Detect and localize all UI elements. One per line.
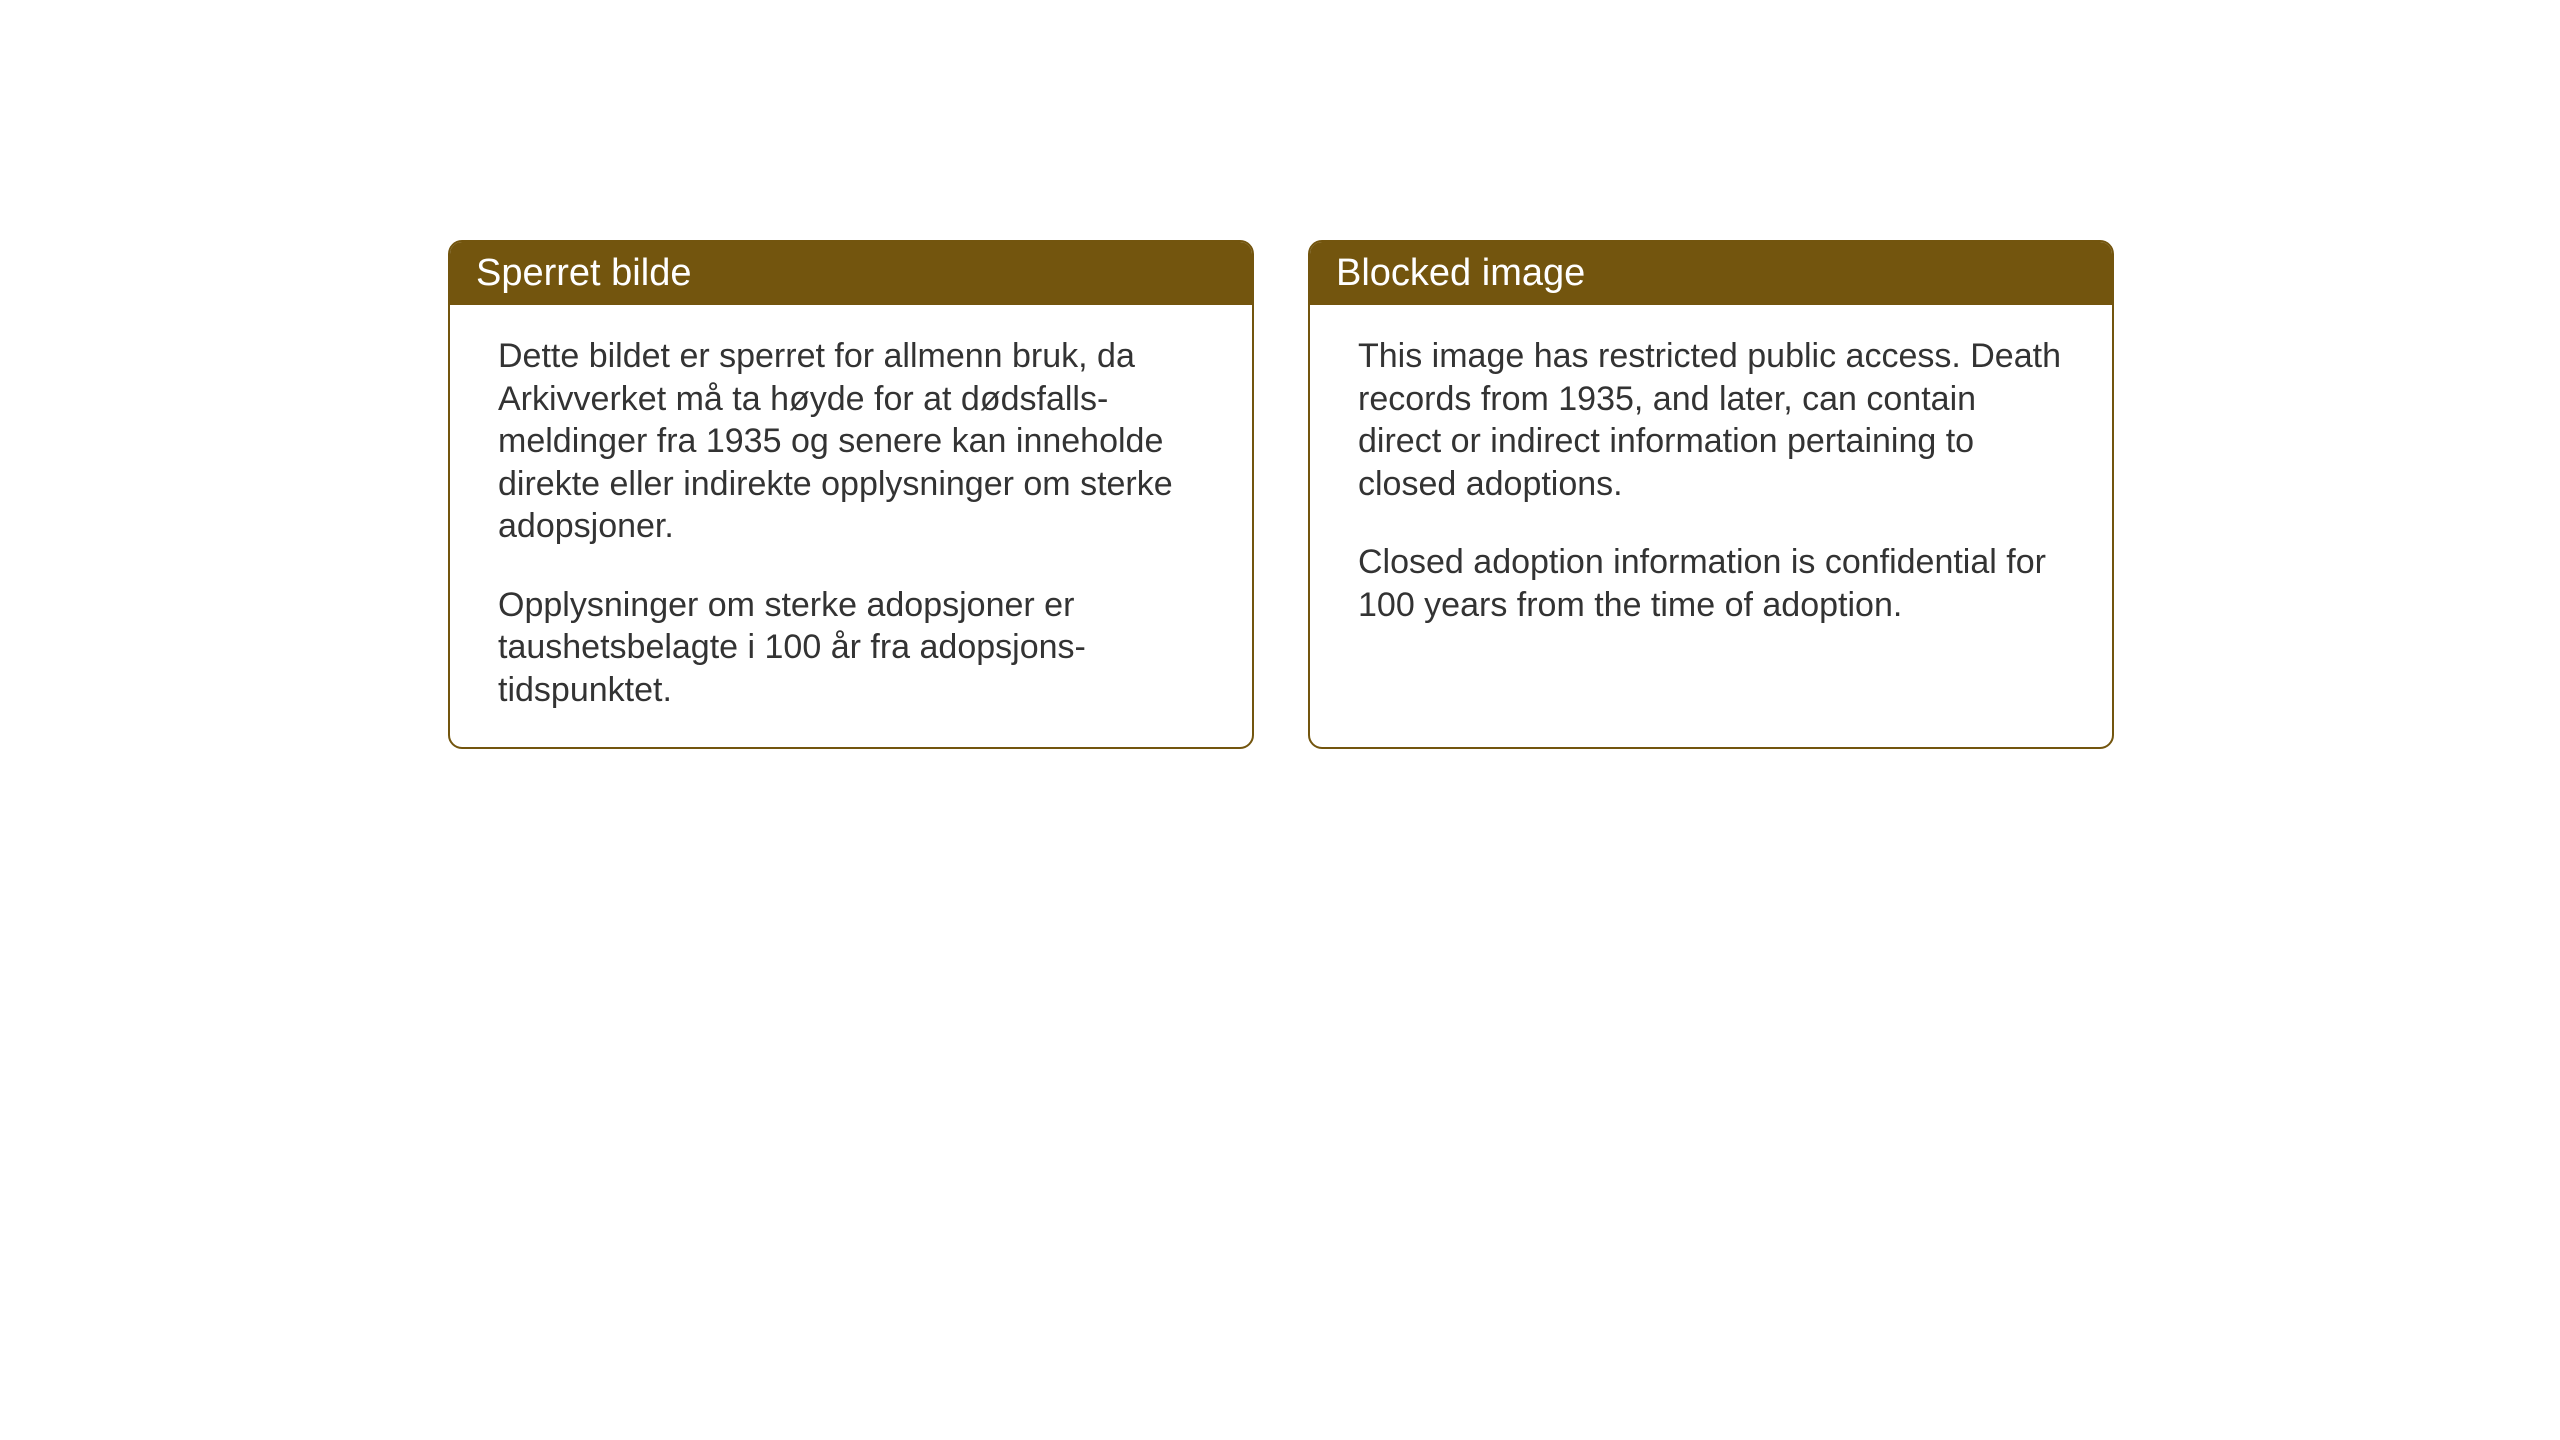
card-paragraph1-english: This image has restricted public access.… (1358, 335, 2064, 505)
card-header-english: Blocked image (1310, 242, 2112, 305)
card-paragraph2-english: Closed adoption information is confident… (1358, 541, 2064, 626)
card-title-english: Blocked image (1336, 252, 1585, 294)
notice-container: Sperret bilde Dette bildet er sperret fo… (0, 0, 2560, 749)
card-body-english: This image has restricted public access.… (1310, 305, 2112, 660)
card-body-norwegian: Dette bildet er sperret for allmenn bruk… (450, 305, 1252, 745)
card-paragraph2-norwegian: Opplysninger om sterke adopsjoner er tau… (498, 584, 1204, 712)
notice-card-english: Blocked image This image has restricted … (1308, 240, 2114, 749)
card-paragraph1-norwegian: Dette bildet er sperret for allmenn bruk… (498, 335, 1204, 548)
card-header-norwegian: Sperret bilde (450, 242, 1252, 305)
card-title-norwegian: Sperret bilde (476, 252, 691, 294)
notice-card-norwegian: Sperret bilde Dette bildet er sperret fo… (448, 240, 1254, 749)
